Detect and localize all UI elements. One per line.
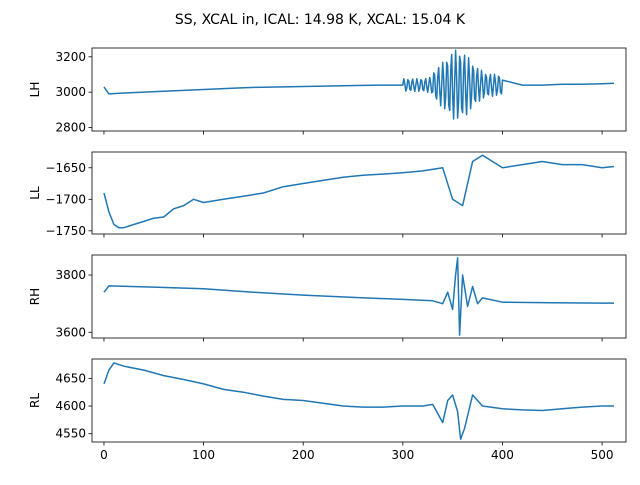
series-line-rh	[103, 257, 614, 336]
subplot-lh: 2800 3000 3200 LH	[28, 47, 627, 135]
subplot-rh: 3600 3800 RH	[28, 254, 627, 342]
figure-title: SS, XCAL in, ICAL: 14.98 K, XCAL: 15.04 …	[175, 12, 466, 28]
y-tick-label: 3200	[55, 50, 86, 64]
y-tick-label: 3800	[55, 268, 86, 282]
y-axis-label: RH	[28, 288, 42, 305]
y-tick-label: −1700	[45, 192, 86, 206]
y-tick-label: 4650	[55, 371, 86, 385]
y-axis-label: LL	[28, 186, 42, 200]
y-tick-label: 3600	[55, 325, 86, 339]
axes-frame	[91, 47, 627, 132]
y-tick-label: −1650	[45, 161, 86, 175]
y-tick-label: −1750	[45, 224, 86, 238]
x-tick-label: 0	[100, 448, 108, 462]
subplot-rl: 4550 4600 4650 0 100 200 300 400 500 RL	[28, 358, 627, 462]
y-axis-label: RL	[28, 393, 42, 408]
series-line-rl	[103, 362, 614, 440]
series-line-ll	[103, 154, 615, 229]
x-tick-label: 500	[591, 448, 614, 462]
x-tick-label: 200	[292, 448, 315, 462]
axes-frame	[91, 358, 627, 443]
x-tick-label: 100	[192, 448, 215, 462]
y-tick-label: 2800	[55, 120, 86, 134]
x-tick-label: 400	[491, 448, 514, 462]
y-tick-label: 4600	[55, 399, 86, 413]
y-tick-label: 3000	[55, 85, 86, 99]
x-tick-label: 300	[391, 448, 414, 462]
axes-frame	[91, 254, 627, 339]
axes-frame	[91, 151, 627, 235]
y-tick-label: 4550	[55, 427, 86, 441]
series-line-lh	[103, 49, 615, 120]
y-axis-label: LH	[28, 82, 42, 98]
